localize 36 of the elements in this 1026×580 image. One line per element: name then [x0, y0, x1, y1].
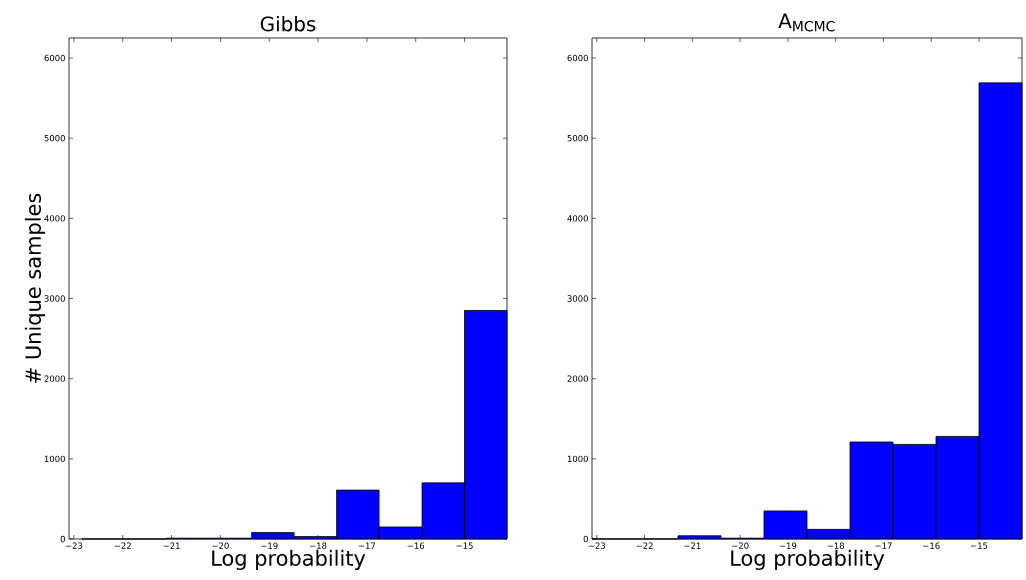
y-tick-label: 5000 — [567, 134, 588, 142]
y-tick-label: 3000 — [44, 295, 65, 302]
x-tick-label: −15 — [456, 542, 473, 549]
y-tick-label: 2000 — [44, 375, 65, 382]
x-tick-label: −22 — [114, 542, 131, 549]
y-tick-label: 5000 — [44, 134, 65, 142]
x-tick-label: −20 — [212, 542, 229, 549]
y-tick-label: 4000 — [567, 215, 588, 222]
y-tick-label: 0 — [583, 535, 588, 543]
y-tick-label: 4000 — [44, 215, 65, 222]
x-tick-label: −18 — [310, 542, 327, 549]
x-tick-label: −21 — [684, 542, 701, 549]
x-tick-label: −23 — [588, 542, 606, 549]
y-tick-label: 2000 — [567, 375, 588, 382]
x-tick-label: −19 — [261, 542, 278, 549]
y-tick-label: 0 — [60, 535, 65, 543]
x-tick-label: −22 — [636, 542, 653, 549]
y-tick-label: 1000 — [567, 455, 588, 463]
x-tick-label: −18 — [827, 542, 845, 549]
x-tick-label: −16 — [407, 542, 425, 549]
x-tick-label: −17 — [875, 542, 892, 549]
x-tick-label: −23 — [65, 542, 83, 549]
x-tick-label: −19 — [779, 542, 797, 549]
x-axis-title: Log probability — [731, 549, 885, 570]
y-tick-label: 3000 — [567, 295, 588, 302]
x-tick-label: −21 — [163, 542, 180, 549]
y-tick-label: 6000 — [44, 54, 65, 62]
y-tick-label: 6000 — [567, 54, 588, 62]
y-tick-label: 1000 — [44, 455, 65, 463]
chart-title: Gibbs — [260, 16, 316, 32]
chart-title: A$_{MCMC}$ — [778, 13, 835, 32]
x-tick-label: −16 — [923, 542, 940, 549]
x-tick-label: −20 — [732, 542, 749, 549]
x-tick-label: −17 — [358, 542, 376, 549]
x-axis-title: Log probability — [212, 549, 366, 570]
x-tick-label: −15 — [970, 542, 988, 549]
